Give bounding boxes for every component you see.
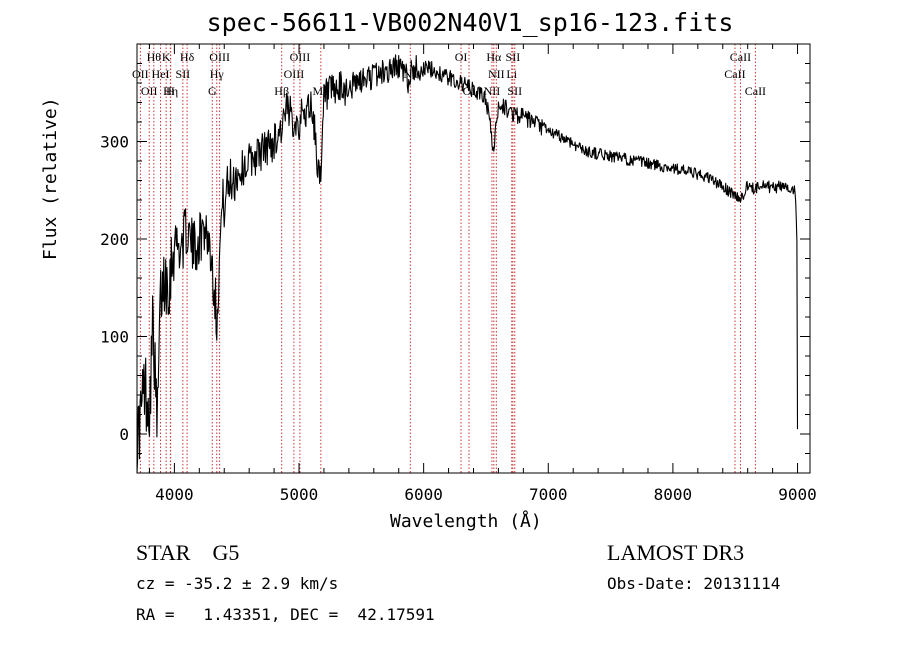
emission-line-label: Hδ xyxy=(180,50,195,64)
emission-line-label: Mg xyxy=(312,84,329,98)
emission-line-label: G xyxy=(208,84,217,98)
emission-line-label: OIII xyxy=(209,50,230,64)
emission-line-label: HeI xyxy=(152,67,170,81)
emission-line-label: CaII xyxy=(745,84,766,98)
y-tick-label: 300 xyxy=(100,133,129,152)
redshift-cz: cz = -35.2 ± 2.9 km/s xyxy=(136,574,339,593)
spectrum-series-flux xyxy=(136,54,799,474)
emission-line-label: Hα xyxy=(486,50,502,64)
y-tick-label: 200 xyxy=(100,230,129,249)
y-tick-label: 0 xyxy=(119,425,129,444)
x-axis-label: Wavelength (Å) xyxy=(390,511,542,532)
emission-line-label: Na xyxy=(403,67,418,81)
emission-line-label: OII xyxy=(132,67,149,81)
plot-frame xyxy=(136,43,811,474)
emission-line-label: OIII xyxy=(290,50,311,64)
ra-dec: RA = 1.43351, DEC = 42.17591 xyxy=(136,605,435,624)
axes-layer: 4000 5000 6000 7000 8000 9000 0 100 200 300 xyxy=(100,43,817,504)
y-axis-label: Flux (relative) xyxy=(40,97,61,260)
emission-line-label: K xyxy=(162,50,171,64)
emission-line-label: Hγ xyxy=(210,67,225,81)
x-tick-label: 9000 xyxy=(778,485,817,504)
spectrum-layer xyxy=(136,54,799,474)
emission-lines-layer xyxy=(139,44,756,473)
emission-line-label: SII xyxy=(176,67,191,81)
y-tick-label: 100 xyxy=(100,328,129,347)
obs-date: Obs-Date: 20131114 xyxy=(607,574,781,593)
x-tick-label: 5000 xyxy=(280,485,319,504)
emission-line-label: Li xyxy=(506,67,517,81)
emission-line-label: SII xyxy=(506,50,521,64)
emission-line-label: OIII xyxy=(284,67,305,81)
emission-line-label: OII xyxy=(141,84,158,98)
survey-name: LAMOST DR3 xyxy=(607,540,745,565)
emission-line-label: CaII xyxy=(730,50,751,64)
x-tick-label: 4000 xyxy=(155,485,194,504)
emission-line-label: CaII xyxy=(724,67,745,81)
emission-line-label: OI xyxy=(455,50,468,64)
x-tick-label: 6000 xyxy=(404,485,443,504)
emission-line-label: NII xyxy=(488,67,505,81)
emission-line-label: SII xyxy=(507,84,522,98)
x-tick-label: 8000 xyxy=(654,485,693,504)
chart-title: spec-56611-VB002N40V1_sp16-123.fits xyxy=(206,8,734,37)
x-tick-label: 7000 xyxy=(529,485,568,504)
emission-line-label: Hβ xyxy=(274,84,289,98)
emission-line-label: H xyxy=(166,84,175,98)
emission-line-label: Hη xyxy=(163,84,178,98)
emission-line-label: NII xyxy=(484,84,501,98)
emission-line-label: OI xyxy=(463,84,476,98)
star-class: STAR G5 xyxy=(136,540,240,565)
emission-line-label: Hθ xyxy=(147,50,162,64)
line-labels-layer: OII OII Hθ HeI K HHη SII Hδ G Hγ OIII Hβ OIII OIII Mg N… xyxy=(132,50,766,98)
